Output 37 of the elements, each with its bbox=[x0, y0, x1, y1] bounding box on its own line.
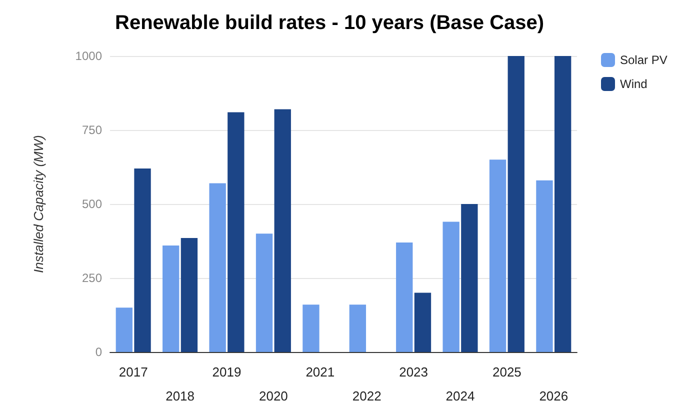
x-tick-label: 2023 bbox=[399, 364, 428, 380]
y-tick-label: 0 bbox=[95, 345, 102, 359]
bar bbox=[209, 183, 226, 352]
bar bbox=[489, 160, 506, 352]
bar bbox=[349, 304, 366, 352]
x-tick-label: 2021 bbox=[306, 364, 335, 380]
bar bbox=[228, 112, 244, 352]
bar bbox=[396, 242, 413, 352]
x-tick-label: 2020 bbox=[258, 388, 288, 404]
x-tick-label: 2018 bbox=[166, 388, 195, 404]
bar bbox=[116, 308, 133, 352]
x-tick-label: 2025 bbox=[492, 364, 522, 380]
bar bbox=[180, 238, 198, 352]
x-tick-label: 2024 bbox=[446, 388, 475, 404]
bar bbox=[302, 304, 320, 352]
bar bbox=[461, 204, 478, 352]
y-tick-label: 750 bbox=[82, 123, 102, 137]
bar bbox=[442, 222, 460, 352]
bar bbox=[414, 292, 432, 352]
bar bbox=[536, 180, 553, 352]
y-axis-title: Installed Capacity (MW) bbox=[31, 135, 46, 273]
chart-title: Renewable build rates - 10 years (Base Case) bbox=[115, 12, 544, 34]
y-tick-label: 1000 bbox=[75, 49, 102, 63]
x-tick-label: 2019 bbox=[212, 364, 242, 380]
x-tick-label: 2022 bbox=[352, 388, 382, 404]
bar bbox=[554, 56, 572, 352]
y-tick-label: 250 bbox=[82, 271, 102, 285]
x-tick-label: 2017 bbox=[118, 364, 148, 380]
bar bbox=[508, 56, 524, 352]
y-tick-label: 500 bbox=[82, 197, 102, 211]
bar bbox=[274, 109, 291, 352]
legend-label: Solar PV bbox=[620, 53, 668, 67]
x-tick-label: 2026 bbox=[539, 388, 568, 404]
legend-label: Wind bbox=[620, 77, 648, 91]
bar bbox=[256, 234, 273, 352]
bar bbox=[134, 168, 151, 352]
bar bbox=[162, 245, 180, 352]
